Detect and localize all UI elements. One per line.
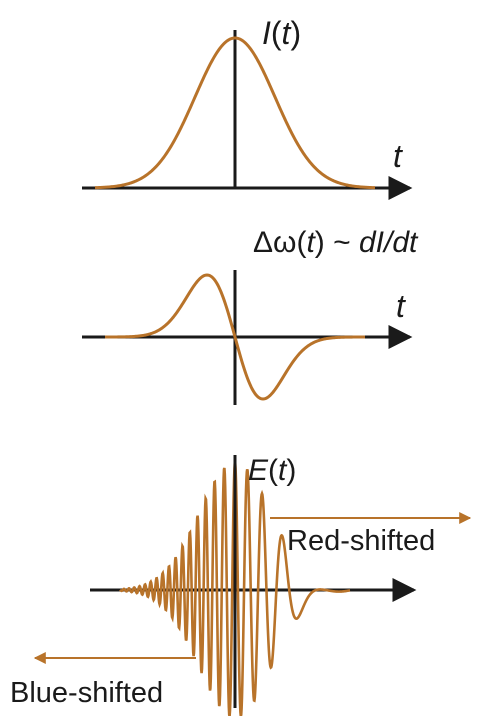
intensity-panel: I(t) t xyxy=(82,15,413,200)
chirp-panel: Δω(t) ~ dI/dt t xyxy=(82,226,419,405)
field-y-label: E(t) xyxy=(248,454,296,487)
chirp-x-label: t xyxy=(396,288,406,324)
intensity-x-label: t xyxy=(393,138,403,174)
intensity-y-label: I(t) xyxy=(262,15,301,51)
red-shifted-label: Red-shifted xyxy=(287,525,435,557)
chirp-label: Δω(t) ~ dI/dt xyxy=(253,226,419,259)
field-panel: E(t) Red-shifted Blue-shifted xyxy=(10,454,472,716)
intensity-gaussian-curve xyxy=(94,36,376,190)
frequency-shift-curve xyxy=(105,273,365,401)
blue-shifted-label: Blue-shifted xyxy=(10,677,163,709)
